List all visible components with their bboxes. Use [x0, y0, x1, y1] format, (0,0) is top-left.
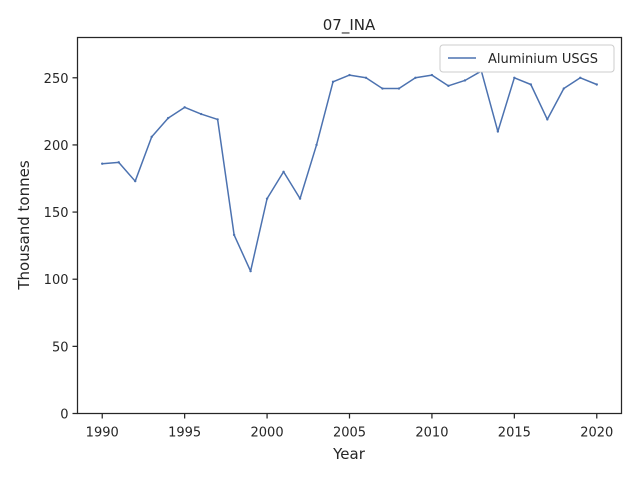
data-point	[496, 130, 500, 133]
data-point	[101, 162, 104, 165]
data-point	[364, 76, 368, 79]
plot-area-frame	[76, 36, 623, 415]
data-point	[150, 135, 153, 139]
series-layer	[101, 69, 598, 273]
x-tick-label: 2020	[580, 426, 613, 441]
legend-label: Aluminium USGS	[488, 52, 598, 67]
data-point	[199, 112, 203, 116]
x-tick-label: 1995	[168, 426, 201, 441]
y-tick-label: 250	[44, 72, 69, 87]
data-point	[513, 76, 516, 79]
x-tick-label: 2015	[498, 426, 531, 441]
data-point	[546, 118, 549, 121]
x-tick-label: 2000	[251, 426, 284, 441]
data-point	[315, 143, 318, 147]
data-point	[298, 197, 302, 200]
y-tick-label: 0	[60, 408, 68, 423]
data-point	[265, 197, 269, 200]
y-tick-label: 150	[44, 206, 69, 221]
data-point	[579, 76, 582, 79]
data-point	[166, 116, 170, 120]
data-point	[447, 84, 450, 88]
data-point	[331, 80, 335, 84]
legend-box	[439, 44, 615, 73]
axis-ticks: 1990 1995 2000 2005 2010 2015 2020 0 50 100 150 200…	[44, 72, 614, 441]
legend: Aluminium USGS	[439, 44, 615, 73]
y-tick-label: 50	[52, 340, 69, 355]
data-point	[397, 87, 401, 90]
y-tick-label: 200	[44, 139, 69, 154]
data-point	[381, 87, 384, 90]
data-point	[348, 73, 351, 77]
data-point	[133, 179, 137, 183]
data-point	[529, 83, 533, 86]
x-axis-title: Year	[332, 445, 366, 463]
data-point	[183, 106, 186, 109]
data-point	[562, 87, 566, 90]
data-point	[414, 76, 417, 79]
x-tick-label: 2010	[415, 426, 448, 441]
x-tick-label: 1990	[86, 426, 119, 441]
series-line-0	[102, 70, 598, 272]
data-point	[232, 233, 236, 237]
data-point	[117, 161, 120, 164]
data-point	[249, 269, 252, 273]
data-point	[282, 170, 285, 173]
chart-title: 07_INA	[323, 16, 376, 35]
data-point	[216, 118, 219, 121]
y-tick-label: 100	[44, 273, 69, 288]
data-point	[430, 73, 434, 77]
y-axis-title: Thousand tonnes	[15, 160, 33, 290]
data-point	[595, 83, 598, 86]
data-point	[463, 79, 467, 82]
x-tick-label: 2005	[333, 426, 366, 441]
